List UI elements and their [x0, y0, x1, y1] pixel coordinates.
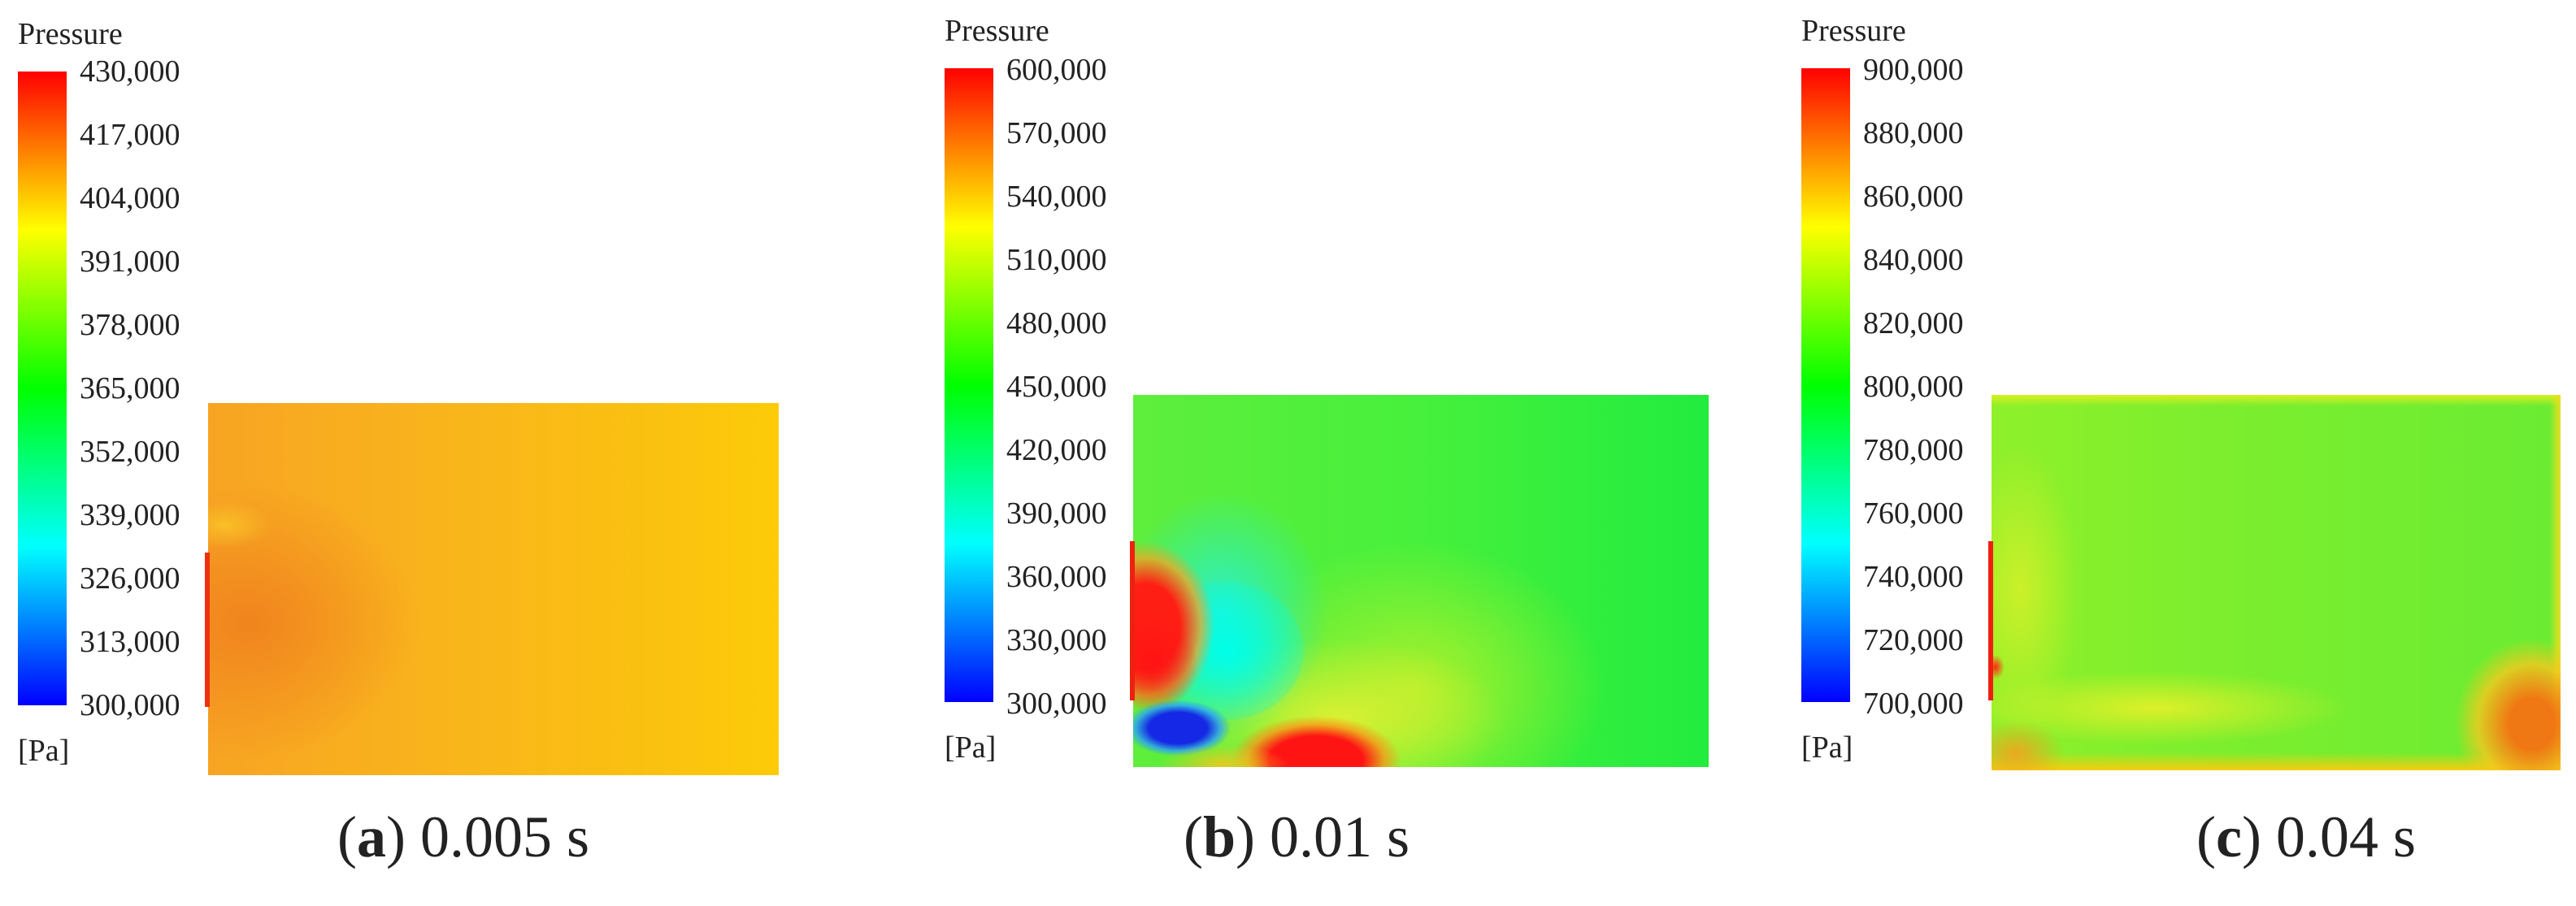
tick-label: 540,000 — [1006, 180, 1107, 214]
caption-open: ( — [2196, 804, 2216, 869]
caption-text: ) 0.04 s — [2241, 804, 2416, 869]
caption-text: ) 0.01 s — [1236, 804, 1410, 869]
tick-label: 390,000 — [1006, 496, 1107, 531]
tick-label: 417,000 — [80, 118, 180, 152]
tick-label: 570,000 — [1006, 116, 1107, 150]
color-bar — [1801, 68, 1850, 702]
panel-a: Pressure 430,000 417,000 404,000 391,000… — [0, 0, 858, 906]
caption-open: ( — [1184, 804, 1203, 869]
tick-label: 720,000 — [1863, 623, 1964, 657]
color-bar — [18, 72, 67, 705]
inlet-marker — [205, 553, 210, 707]
panel-c: Pressure 900,000 880,000 860,000 840,000… — [1717, 0, 2575, 906]
legend-title: Pressure — [1801, 14, 1906, 48]
legend-title: Pressure — [945, 14, 1049, 48]
tick-label: 700,000 — [1863, 687, 1964, 721]
tick-label: 300,000 — [1006, 687, 1107, 721]
tick-label: 740,000 — [1863, 560, 1964, 594]
panel-b: Pressure 600,000 570,000 540,000 510,000… — [858, 0, 1717, 906]
tick-label: 330,000 — [1006, 623, 1107, 657]
inlet-marker — [1130, 541, 1135, 700]
tick-label: 860,000 — [1863, 180, 1964, 214]
caption-open: ( — [337, 804, 357, 869]
tick-label: 420,000 — [1006, 433, 1107, 467]
tick-label: 352,000 — [80, 435, 180, 469]
tick-label: 391,000 — [80, 245, 180, 279]
tick-label: 326,000 — [80, 561, 180, 596]
caption-letter: a — [356, 804, 386, 869]
pressure-field-c — [1992, 395, 2561, 770]
tick-label: 600,000 — [1006, 53, 1107, 87]
inlet-marker — [1988, 541, 1993, 700]
tick-label: 339,000 — [80, 498, 180, 532]
caption-letter: c — [2215, 804, 2242, 869]
tick-label: 450,000 — [1006, 370, 1107, 404]
tick-label: 800,000 — [1863, 370, 1964, 404]
tick-label: 480,000 — [1006, 306, 1107, 340]
tick-label: 510,000 — [1006, 243, 1107, 277]
tick-label: 430,000 — [80, 54, 180, 89]
tick-label: 365,000 — [80, 371, 180, 405]
pressure-field-b — [1133, 395, 1709, 767]
tick-label: 760,000 — [1863, 496, 1964, 531]
tick-label: 840,000 — [1863, 243, 1964, 277]
tick-label: 360,000 — [1006, 560, 1107, 594]
tick-label: 820,000 — [1863, 306, 1964, 340]
unit-label: [Pa] — [1801, 730, 1853, 765]
unit-label: [Pa] — [18, 734, 70, 768]
tick-label: 404,000 — [80, 181, 180, 215]
color-bar — [945, 68, 993, 702]
unit-label: [Pa] — [945, 730, 997, 765]
tick-label: 780,000 — [1863, 433, 1964, 467]
pressure-field-a — [208, 403, 779, 775]
tick-label: 300,000 — [80, 688, 180, 722]
caption-text: ) 0.005 s — [385, 804, 589, 869]
caption-c: (c) 0.04 s — [2196, 804, 2416, 869]
caption-b: (b) 0.01 s — [1184, 804, 1410, 869]
tick-label: 880,000 — [1863, 116, 1964, 150]
tick-label: 378,000 — [80, 308, 180, 342]
tick-label: 313,000 — [80, 625, 180, 659]
legend-title: Pressure — [18, 17, 123, 51]
caption-a: (a) 0.005 s — [337, 804, 589, 869]
tick-label: 900,000 — [1863, 53, 1964, 87]
caption-letter: b — [1202, 804, 1236, 869]
